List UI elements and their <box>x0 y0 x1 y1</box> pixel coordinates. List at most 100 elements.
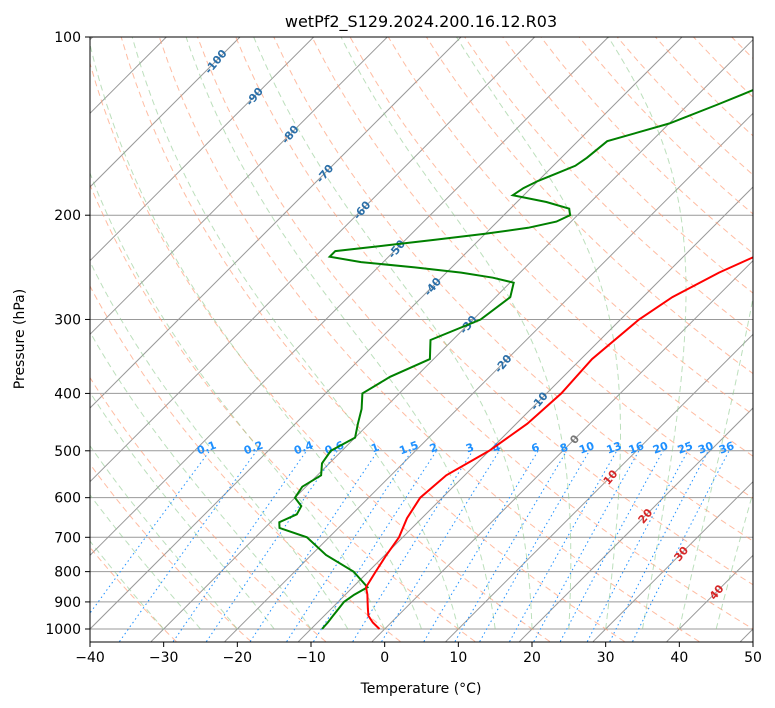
y-tick-label: 1000 <box>45 622 81 638</box>
dry-adiabat-line <box>616 37 753 176</box>
y-tick-label: 600 <box>54 491 81 507</box>
y-tick-label: 300 <box>54 312 81 328</box>
isotherm-line <box>445 333 753 642</box>
isotherm-lines <box>90 37 753 642</box>
mixing-ratio-lines <box>90 450 730 642</box>
dry-adiabat-lines <box>90 37 775 642</box>
moist-adiabat-line <box>90 493 201 630</box>
mixing-ratio-label: 0.1 <box>195 439 218 458</box>
mixing-ratio-label: 30 <box>696 439 715 457</box>
x-axis: −40 −30 −20 −10 0 10 20 30 40 50 <box>75 642 762 666</box>
x-tick-label: 30 <box>597 650 615 666</box>
moist-adiabat-line <box>90 42 422 630</box>
mixing-ratio-line <box>286 450 413 642</box>
y-tick-label: 400 <box>54 386 81 402</box>
dry-adiabat-line <box>349 37 753 457</box>
dry-adiabat-line <box>197 37 753 630</box>
mixing-ratio-label: 20 <box>651 439 670 457</box>
x-tick-label: 0 <box>380 650 389 666</box>
mixing-ratio-label: 10 <box>577 439 596 457</box>
dry-adiabat-line <box>120 37 625 642</box>
mixing-ratio-label: 0.4 <box>292 438 315 457</box>
mixing-ratio-line <box>205 450 338 642</box>
dry-adiabat-line <box>90 183 476 642</box>
x-axis-title: Temperature (°C) <box>360 681 482 697</box>
y-tick-label: 100 <box>54 30 81 46</box>
moist-adiabat-line <box>607 37 687 630</box>
y-axis: 1000 900 800 700 600 500 400 300 200 100 <box>45 30 90 638</box>
moist-adiabat-line <box>185 37 496 630</box>
isotherm-line <box>224 112 753 642</box>
moist-adiabat-line <box>90 331 312 630</box>
dry-adiabat-line <box>90 61 551 642</box>
isotherm-line <box>90 37 609 557</box>
mixing-ratio-label: 3 <box>464 441 476 456</box>
isotherm-line <box>150 38 753 642</box>
moist-adiabat-line <box>340 37 572 630</box>
mixing-ratio-label: 36 <box>717 439 736 457</box>
isotherm-line <box>90 37 462 409</box>
mixing-ratio-label: 6 <box>530 440 542 455</box>
x-tick-label: −10 <box>296 650 326 666</box>
x-tick-label: 50 <box>744 650 762 666</box>
mixing-ratio-line <box>119 450 258 642</box>
moist-adiabat-line <box>90 171 386 630</box>
mixing-ratio-line <box>533 450 640 642</box>
isotherm-line <box>90 37 241 188</box>
dry-adiabat-line <box>273 37 753 542</box>
moist-adiabat-line <box>131 37 459 630</box>
dry-adiabat-line <box>311 37 753 499</box>
y-tick-label: 700 <box>54 530 81 546</box>
background-lines <box>90 37 775 642</box>
moist-adiabat-line <box>678 295 753 630</box>
dry-adiabat-line <box>90 463 252 642</box>
dry-adiabat-line <box>770 37 775 642</box>
dry-adiabat-line <box>158 37 700 642</box>
mixing-ratio-label: 0.2 <box>242 439 265 458</box>
mixing-ratio-line <box>352 450 474 642</box>
temperature-line <box>364 256 753 630</box>
x-tick-label: 10 <box>449 650 467 666</box>
moist-adiabat-line <box>715 490 753 630</box>
x-tick-label: 20 <box>523 650 541 666</box>
isotherm-line <box>90 37 536 483</box>
y-tick-label: 900 <box>54 595 81 611</box>
mixing-ratio-line <box>454 450 568 642</box>
isotherm-line <box>90 37 315 262</box>
isotherm-line <box>592 480 753 642</box>
isobar-grid <box>90 37 753 630</box>
y-tick-label: 500 <box>54 444 81 460</box>
mixing-ratio-label: 13 <box>605 439 624 456</box>
dry-adiabat-line <box>90 285 401 642</box>
y-axis-title: Pressure (hPa) <box>12 289 28 389</box>
dewpoint-line <box>278 88 753 630</box>
y-tick-label: 800 <box>54 565 81 581</box>
mixing-ratio-label: 2 <box>428 441 440 456</box>
mixing-ratio-label: 4 <box>491 440 503 455</box>
moist-adiabat-line <box>90 391 275 630</box>
x-tick-label: −40 <box>75 650 105 666</box>
isotherm-line <box>519 407 753 642</box>
mixing-ratio-line <box>172 450 308 642</box>
moist-adiabat-line <box>253 37 533 629</box>
mixing-ratio-line <box>381 450 500 642</box>
dry-adiabat-line <box>387 37 753 416</box>
dry-adiabat-line <box>655 37 753 137</box>
plot-frame <box>89 36 754 643</box>
mixing-ratio-line <box>313 450 438 642</box>
moist-adiabat-line <box>90 540 165 630</box>
dry-adiabat-line <box>464 37 753 334</box>
moist-adiabat-lines <box>90 37 753 630</box>
mixing-ratio-label: 16 <box>627 439 646 457</box>
isotherm-line <box>90 37 683 630</box>
dry-adiabat-line <box>235 37 753 586</box>
mixing-ratio-labels: 0.1 0.2 0.4 0.6 1 1.5 2 3 4 6 8 10 13 16 20 25 30 36 <box>195 438 736 457</box>
mixing-ratio-line <box>249 450 379 642</box>
isotherm-line <box>740 628 753 642</box>
dry-adiabat-line <box>693 37 753 98</box>
isotherm-line <box>371 259 753 642</box>
x-tick-label: 40 <box>670 650 688 666</box>
mixing-ratio-line <box>559 450 664 642</box>
moist-adiabat-line <box>90 444 238 630</box>
